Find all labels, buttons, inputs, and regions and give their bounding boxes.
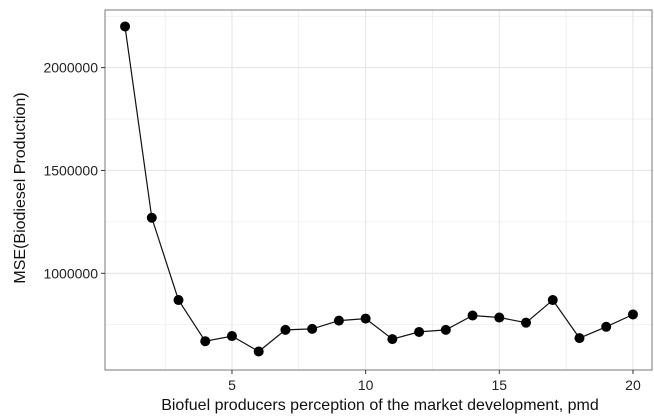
data-point bbox=[494, 312, 505, 323]
data-point bbox=[280, 324, 291, 335]
y-axis-title: MSE(Biodiesel Production) bbox=[12, 92, 29, 283]
data-point bbox=[414, 326, 425, 337]
data-point bbox=[547, 295, 558, 306]
data-point bbox=[200, 336, 211, 347]
x-tick-label: 5 bbox=[228, 377, 236, 393]
grid-layer bbox=[105, 10, 653, 370]
data-point bbox=[627, 309, 638, 320]
data-point bbox=[173, 295, 184, 306]
x-axis-title: Biofuel producers perception of the mark… bbox=[161, 397, 599, 414]
data-point bbox=[120, 21, 131, 32]
x-tick-label: 20 bbox=[625, 377, 641, 393]
data-point bbox=[601, 321, 612, 332]
y-tick-label: 1500000 bbox=[43, 162, 98, 178]
x-tick-label: 15 bbox=[492, 377, 508, 393]
y-tick-label: 1000000 bbox=[43, 265, 98, 281]
data-point bbox=[253, 346, 264, 357]
tick-layer: 5 10 15 20 1000000 1500000 2000000 bbox=[43, 60, 640, 393]
marker-layer bbox=[120, 21, 638, 357]
data-point bbox=[360, 313, 371, 324]
data-point bbox=[226, 331, 237, 342]
y-tick-label: 2000000 bbox=[43, 60, 98, 76]
plot-panel-border bbox=[104, 9, 653, 371]
data-point bbox=[146, 212, 157, 223]
data-point bbox=[574, 333, 585, 344]
data-point bbox=[440, 324, 451, 335]
data-point bbox=[467, 310, 478, 321]
data-point bbox=[307, 323, 318, 334]
data-point bbox=[387, 334, 398, 345]
data-point bbox=[521, 317, 532, 328]
data-point bbox=[333, 315, 344, 326]
x-tick-label: 10 bbox=[358, 377, 374, 393]
